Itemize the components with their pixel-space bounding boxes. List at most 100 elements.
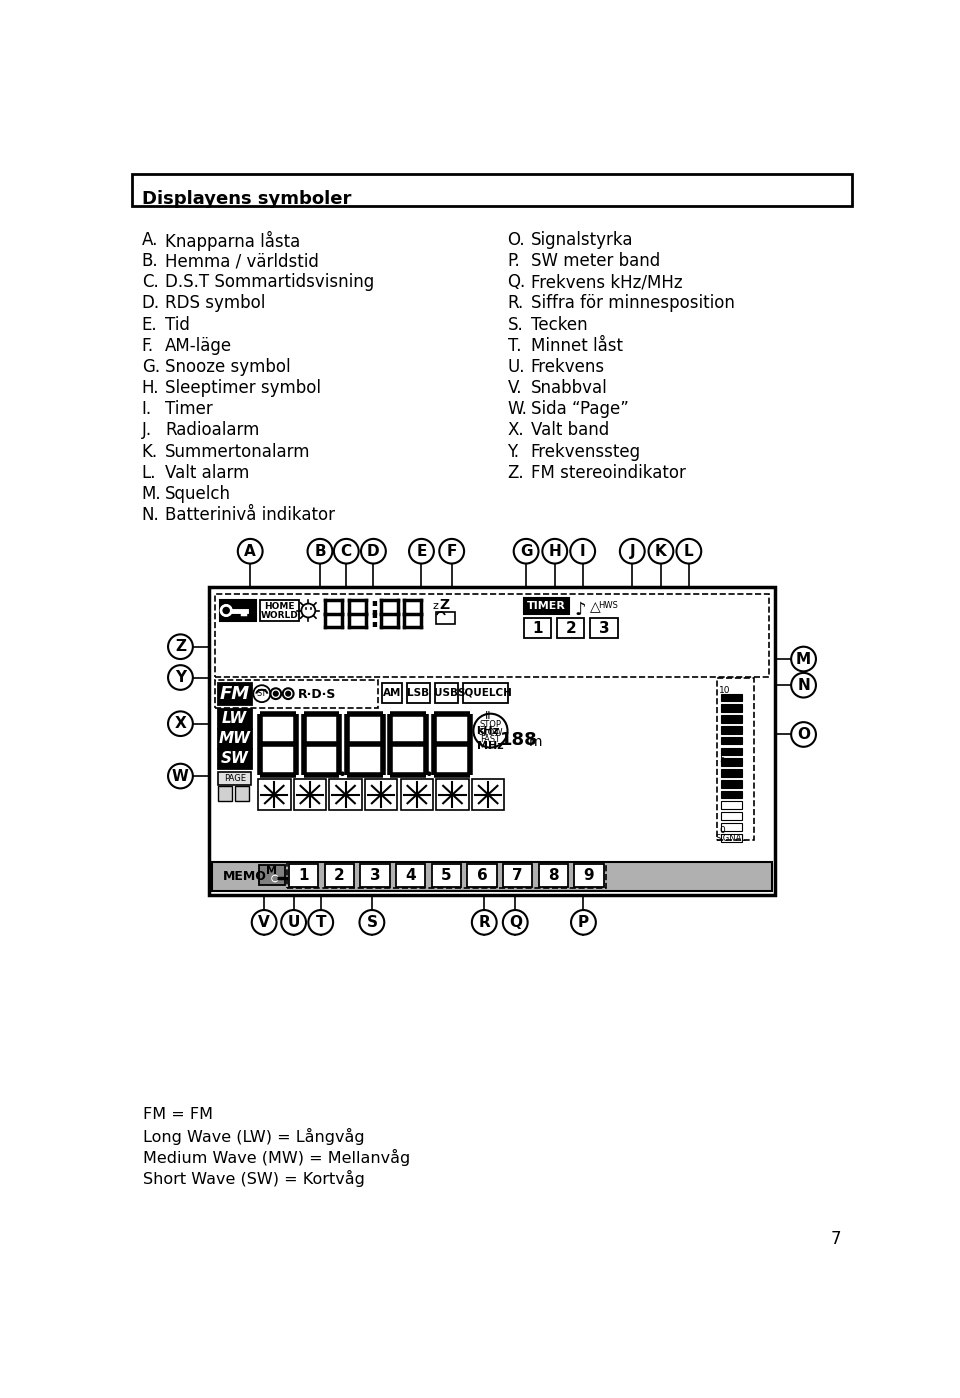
Text: W: W <box>172 769 189 783</box>
Bar <box>721 758 742 766</box>
Bar <box>258 779 291 809</box>
Text: U.: U. <box>508 358 525 376</box>
Text: 1: 1 <box>299 868 309 884</box>
Bar <box>234 786 249 801</box>
Text: A.: A. <box>142 231 158 249</box>
Text: D: D <box>367 544 380 559</box>
Circle shape <box>168 665 193 689</box>
Text: AM-läge: AM-läge <box>165 337 232 355</box>
Circle shape <box>649 538 673 563</box>
Bar <box>468 864 496 886</box>
Text: W.: W. <box>508 400 527 418</box>
Bar <box>721 791 742 798</box>
Text: S: S <box>367 914 377 930</box>
Bar <box>721 769 742 777</box>
Text: Snabbval: Snabbval <box>531 379 608 397</box>
Text: 4: 4 <box>405 868 416 884</box>
Circle shape <box>571 910 596 935</box>
Bar <box>294 779 326 809</box>
Text: E: E <box>417 544 426 559</box>
Circle shape <box>570 538 595 563</box>
Text: Sleeptimer symbol: Sleeptimer symbol <box>165 379 321 397</box>
Circle shape <box>273 877 276 881</box>
Text: FM = FM: FM = FM <box>143 1107 213 1123</box>
Text: A: A <box>245 544 256 559</box>
Bar <box>436 779 468 809</box>
Bar <box>382 682 402 703</box>
Bar <box>219 786 232 801</box>
Circle shape <box>677 538 701 563</box>
Bar <box>360 864 390 886</box>
Text: 7: 7 <box>513 868 523 884</box>
Bar <box>472 779 504 809</box>
Bar <box>396 864 425 886</box>
Circle shape <box>791 723 816 747</box>
Bar <box>365 779 397 809</box>
Text: PAGE: PAGE <box>224 774 246 783</box>
Text: Z: Z <box>440 598 449 612</box>
Text: RDS symbol: RDS symbol <box>165 295 265 312</box>
Text: F.: F. <box>142 337 154 355</box>
Text: SW: SW <box>221 751 249 766</box>
Bar <box>721 780 742 787</box>
Bar <box>132 173 852 207</box>
Circle shape <box>361 538 386 563</box>
Text: Valt alarm: Valt alarm <box>165 464 250 482</box>
Bar <box>400 779 433 809</box>
Text: P.: P. <box>508 252 520 270</box>
Text: Knapparna låsta: Knapparna låsta <box>165 231 300 252</box>
Text: Tid: Tid <box>165 316 190 334</box>
Bar <box>721 823 742 830</box>
Text: R·D·S: R·D·S <box>298 688 336 700</box>
Text: ST: ST <box>256 689 267 698</box>
Circle shape <box>281 910 306 935</box>
Bar <box>717 678 754 840</box>
Text: STOP: STOP <box>479 720 501 728</box>
Circle shape <box>286 692 291 696</box>
Bar <box>574 864 604 886</box>
Text: FM: FM <box>220 685 250 703</box>
Circle shape <box>274 692 278 696</box>
Text: MHz: MHz <box>476 741 503 751</box>
Text: D.: D. <box>142 295 159 312</box>
Text: Z: Z <box>175 639 186 654</box>
Text: L: L <box>684 544 694 559</box>
Text: Tecken: Tecken <box>531 316 588 334</box>
Text: 9: 9 <box>584 868 594 884</box>
Text: M: M <box>266 865 277 875</box>
Text: X: X <box>175 716 186 731</box>
Text: T.: T. <box>508 337 521 355</box>
Text: :: : <box>370 596 379 621</box>
Bar <box>407 682 430 703</box>
Bar <box>219 730 251 748</box>
Text: R: R <box>478 914 491 930</box>
Text: M.: M. <box>142 485 161 503</box>
Bar <box>219 682 251 705</box>
Text: Q.: Q. <box>508 273 526 291</box>
Bar <box>259 864 285 885</box>
Circle shape <box>272 875 278 882</box>
Text: Long Wave (LW) = Långvåg: Long Wave (LW) = Långvåg <box>143 1128 365 1145</box>
Text: Y.: Y. <box>508 443 519 461</box>
Text: HWS: HWS <box>598 601 618 611</box>
Text: J.: J. <box>142 421 152 439</box>
Text: G.: G. <box>142 358 159 376</box>
Text: O: O <box>797 727 810 742</box>
Bar <box>219 709 251 727</box>
Text: C.: C. <box>142 273 158 291</box>
Bar <box>219 749 251 768</box>
Text: WORLD: WORLD <box>261 611 299 619</box>
Text: G: G <box>520 544 533 559</box>
Text: F: F <box>446 544 457 559</box>
Text: Minnet låst: Minnet låst <box>531 337 623 355</box>
Text: H.: H. <box>142 379 159 397</box>
Text: FM stereoindikator: FM stereoindikator <box>531 464 685 482</box>
Circle shape <box>542 538 567 563</box>
Circle shape <box>409 538 434 563</box>
Text: Timer: Timer <box>165 400 213 418</box>
Bar <box>215 679 378 707</box>
Bar <box>220 600 255 621</box>
Bar <box>539 864 568 886</box>
Bar <box>524 618 551 639</box>
Text: 5: 5 <box>719 755 725 765</box>
